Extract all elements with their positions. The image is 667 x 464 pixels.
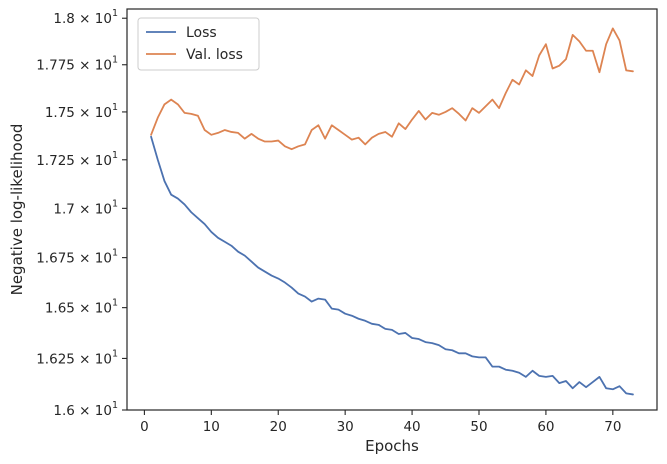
plot-frame [126, 8, 658, 411]
y-tick-label: 1.625 × 101 [36, 348, 118, 367]
y-tick-label: 1.75 × 101 [45, 102, 118, 121]
x-axis-ticks: 0 10 20 30 40 50 60 70 [140, 410, 621, 435]
plot-area [127, 9, 657, 410]
x-tick-label: 30 [337, 419, 354, 435]
x-tick-label: 50 [470, 419, 487, 435]
series-line-val-loss [150, 27, 634, 151]
y-axis-label: Negative log-likelihood [8, 124, 26, 296]
x-tick-label: 40 [403, 419, 420, 435]
x-axis-label: Epochs [365, 437, 419, 455]
y-tick-label: 1.7 × 101 [53, 198, 118, 217]
y-tick-label: 1.675 × 101 [36, 248, 118, 267]
legend: Loss Val. loss [137, 17, 260, 71]
legend-box [137, 17, 260, 71]
legend-label-loss: Loss [186, 25, 217, 41]
y-tick-label: 1.65 × 101 [45, 298, 118, 317]
series-line-loss [150, 135, 634, 396]
y-tick-label: 1.6 × 101 [53, 400, 118, 419]
legend-label-val-loss: Val. loss [186, 47, 243, 63]
x-tick-label: 20 [270, 419, 287, 435]
x-tick-label: 10 [203, 419, 220, 435]
y-axis-ticks: 1.6 × 101 1.625 × 101 1.65 × 101 1.675 × 10… [36, 8, 127, 419]
x-tick-label: 70 [604, 419, 621, 435]
y-tick-label: 1.8 × 101 [53, 8, 118, 27]
x-tick-label: 0 [140, 419, 149, 435]
series-layer [150, 27, 634, 396]
y-tick-label: 1.725 × 101 [36, 150, 118, 169]
x-tick-label: 60 [537, 419, 554, 435]
y-tick-label: 1.775 × 101 [36, 55, 118, 74]
